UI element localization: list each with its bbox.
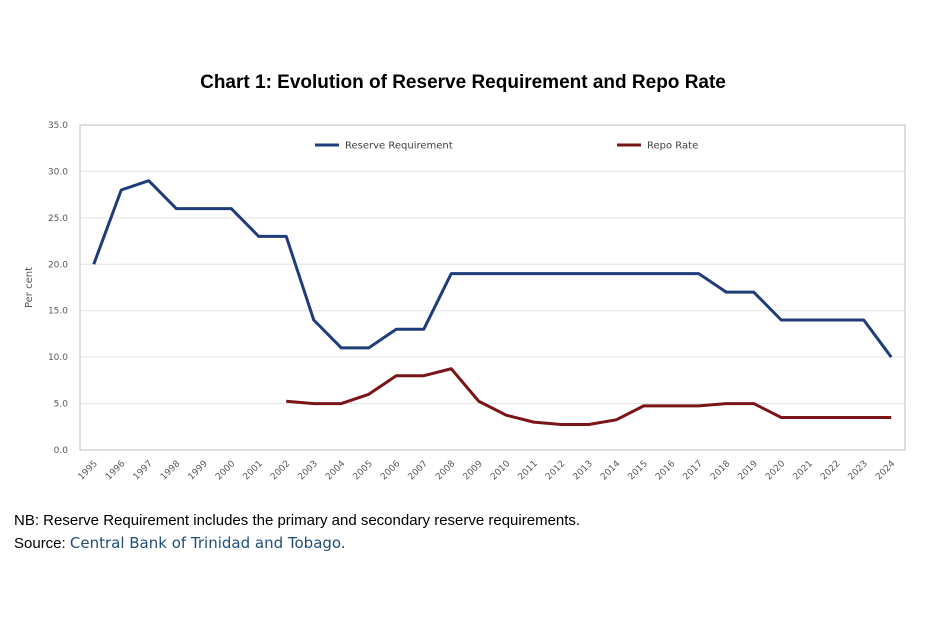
x-tick-label: 1998 (159, 459, 182, 482)
x-tick-label: 1997 (132, 459, 155, 482)
plot-area-frame (79, 124, 906, 451)
source-link[interactable]: Central Bank of Trinidad and Tobago. (69, 534, 346, 552)
x-tick-label: 2018 (709, 459, 732, 482)
line-chart: 0.05.010.015.020.025.030.035.0 1995 1996 1… (24, 121, 906, 482)
x-tick-label: 1996 (104, 459, 127, 482)
x-tick-label: 2020 (764, 459, 787, 482)
x-tick-label: 2015 (627, 459, 650, 482)
source-label: Source: (14, 535, 70, 552)
y-tick-label: 10.0 (48, 353, 68, 363)
x-tick-label: 2016 (654, 459, 677, 482)
legend: Reserve Requirement Repo Rate (315, 141, 698, 152)
x-tick-label: 2004 (324, 459, 347, 482)
x-tick-label: 1999 (187, 459, 210, 482)
x-tick-label: 2021 (792, 459, 815, 482)
x-tick-label: 2022 (819, 459, 842, 482)
y-tick-label: 5.0 (54, 400, 69, 410)
x-tick-label: 2007 (407, 459, 430, 482)
legend-label: Repo Rate (647, 141, 698, 152)
x-tick-label: 2012 (544, 459, 567, 482)
series-line-repo-rate (286, 367, 892, 426)
x-tick-label: 2013 (572, 459, 595, 482)
y-tick-label: 0.0 (54, 446, 69, 456)
gridlines (80, 124, 905, 451)
x-tick-label: 2023 (847, 459, 870, 482)
y-tick-label: 15.0 (48, 307, 68, 317)
x-tick-label: 2008 (434, 459, 457, 482)
x-tick-label: 2024 (874, 459, 897, 482)
y-axis-ticks: 0.0 5.0 10.0 15.0 20.0 25.0 30.0 35.0 (48, 121, 68, 456)
y-tick-label: 25.0 (48, 214, 68, 224)
x-tick-label: 1995 (77, 459, 100, 482)
series-line-reserve-requirement (92, 179, 893, 359)
series-lines (92, 179, 893, 426)
x-tick-label: 2009 (462, 459, 485, 482)
x-axis-ticks: 1995 1996 1997 1998 1999 2000 2001 2002 2003 2004… (77, 459, 898, 482)
y-axis-label: Per cent (24, 267, 35, 308)
x-tick-label: 2003 (297, 459, 320, 482)
y-tick-label: 35.0 (48, 121, 68, 131)
x-tick-label: 2014 (599, 459, 622, 482)
x-tick-label: 2001 (242, 459, 265, 482)
chart-title: Chart 1: Evolution of Reserve Requiremen… (200, 72, 726, 93)
y-tick-label: 30.0 (48, 167, 68, 177)
footnote: NB: Reserve Requirement includes the pri… (14, 512, 581, 529)
x-tick-label: 2006 (379, 459, 402, 482)
x-tick-label: 2017 (682, 459, 705, 482)
y-tick-label: 20.0 (48, 260, 68, 270)
x-tick-label: 2005 (352, 459, 375, 482)
source-line: Source: Central Bank of Trinidad and Tob… (14, 534, 346, 552)
x-tick-label: 2000 (214, 459, 237, 482)
x-tick-label: 2011 (517, 459, 540, 482)
x-tick-label: 2002 (269, 459, 292, 482)
legend-label: Reserve Requirement (345, 141, 453, 152)
x-tick-label: 2019 (737, 459, 760, 482)
x-tick-label: 2010 (489, 459, 512, 482)
